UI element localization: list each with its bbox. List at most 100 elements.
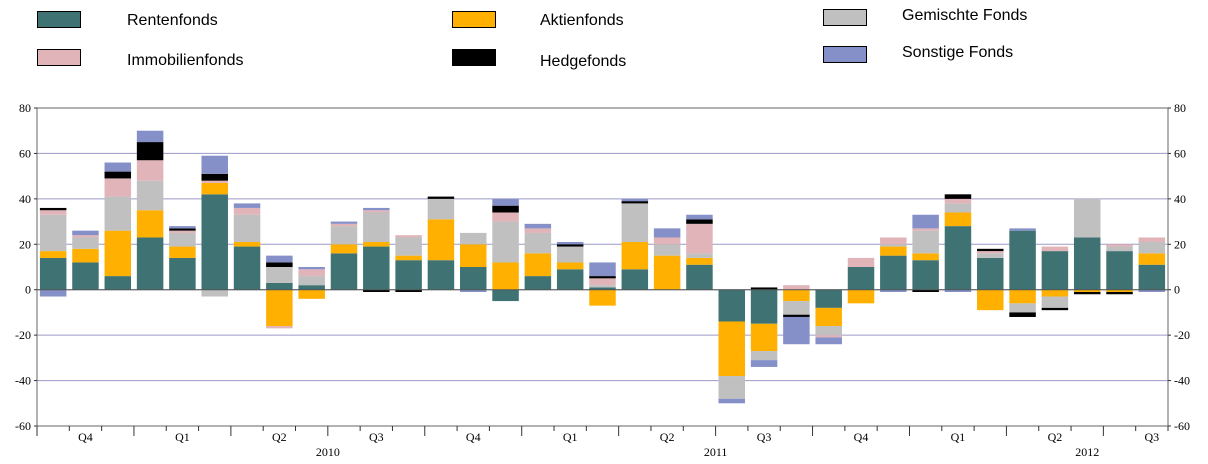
quarter-label-3: Q3: [369, 430, 384, 444]
legend-swatch-sonstige-fonds: [823, 46, 867, 63]
bar-aktienfonds-22: [750, 323, 778, 352]
bar-sonstige-fonds-28: [944, 289, 972, 292]
bar-aktienfonds-18: [621, 242, 649, 270]
bar-gemischte-fonds-19: [653, 244, 681, 256]
bar-gemischte-fonds-24: [815, 326, 842, 336]
quarter-label-4: Q4: [466, 430, 481, 444]
year-label-2: 2012: [1075, 445, 1099, 459]
bar-gemischte-fonds-10: [363, 212, 390, 243]
bar-aktienfonds-29: [977, 289, 1004, 311]
bar-aktienfonds-1: [72, 248, 99, 263]
bar-hedgefonds-11: [395, 289, 422, 292]
bar-gemischte-fonds-8: [298, 276, 325, 286]
bar-rentenfonds-34: [1138, 264, 1166, 290]
bar-immobilienfonds-33: [1106, 244, 1133, 247]
bar-rentenfonds-21: [718, 289, 746, 322]
bar-aktienfonds-21: [718, 321, 746, 377]
bar-rentenfonds-27: [912, 260, 939, 290]
bar-rentenfonds-18: [621, 269, 649, 290]
bar-rentenfonds-9: [330, 253, 358, 290]
bar-rentenfonds-33: [1106, 251, 1133, 290]
bar-sonstige-fonds-10: [363, 207, 390, 211]
bar-sonstige-fonds-13: [459, 289, 487, 292]
bar-aktienfonds-27: [912, 253, 939, 261]
bar-immobilienfonds-14: [492, 212, 519, 222]
y-tick-label-left-6: 60: [19, 146, 31, 160]
bar-hedgefonds-18: [621, 201, 649, 204]
bar-sonstige-fonds-2: [104, 162, 132, 172]
bar-hedgefonds-10: [363, 289, 390, 292]
bar-hedgefonds-0: [39, 207, 67, 211]
bar-rentenfonds-31: [1041, 251, 1069, 290]
quarter-label-8: Q4: [854, 430, 869, 444]
legend-label-rentenfonds: Rentenfonds: [127, 12, 218, 29]
bar-gemischte-fonds-13: [459, 232, 487, 245]
bar-hedgefonds-30: [1009, 312, 1036, 317]
bar-sonstige-fonds-0: [39, 289, 67, 297]
bar-sonstige-fonds-3: [136, 130, 164, 143]
y-tick-label-left-7: 80: [19, 101, 31, 115]
bar-gemischte-fonds-17: [589, 285, 616, 288]
bar-rentenfonds-3: [136, 237, 164, 290]
legend-swatch-hedgefonds: [452, 49, 496, 66]
bar-aktienfonds-0: [39, 251, 67, 258]
bar-hedgefonds-7: [266, 262, 293, 267]
bar-immobilienfonds-0: [39, 210, 67, 215]
bar-rentenfonds-1: [72, 262, 99, 290]
bar-gemischte-fonds-14: [492, 221, 519, 263]
y-tick-label-right-0: -60: [1174, 419, 1190, 433]
bar-rentenfonds-17: [589, 287, 616, 290]
bar-aktienfonds-30: [1009, 289, 1036, 304]
bar-immobilienfonds-2: [104, 178, 132, 197]
bar-rentenfonds-12: [427, 260, 455, 290]
legend-label-sonstige-fonds: Sonstige Fonds: [902, 44, 1014, 61]
bar-aktienfonds-11: [395, 255, 422, 261]
bar-sonstige-fonds-23: [783, 316, 810, 345]
bar-aktienfonds-15: [524, 253, 552, 277]
bar-gemischte-fonds-29: [977, 253, 1004, 258]
bar-immobilienfonds-3: [136, 160, 164, 181]
bar-hedgefonds-28: [944, 194, 972, 199]
bar-aktienfonds-12: [427, 219, 455, 261]
bar-sonstige-fonds-30: [1009, 228, 1036, 231]
legend-swatch-gemischte-fonds: [823, 9, 867, 26]
bar-immobilienfonds-9: [330, 223, 358, 227]
bar-gemischte-fonds-5: [201, 289, 228, 297]
legend-label-immobilienfonds: Immobilienfonds: [127, 52, 244, 69]
year-label-0: 2010: [316, 445, 340, 459]
bar-immobilienfonds-28: [944, 198, 972, 204]
bar-sonstige-fonds-27: [912, 214, 939, 229]
bar-aktienfonds-25: [847, 289, 875, 304]
bar-gemischte-fonds-34: [1138, 242, 1166, 254]
y-tick-label-left-3: 0: [25, 283, 31, 297]
quarter-label-5: Q1: [563, 430, 578, 444]
legend-label-gemischte-fonds: Gemischte Fonds: [902, 7, 1028, 24]
bar-gemischte-fonds-2: [104, 196, 132, 231]
bar-aktienfonds-7: [266, 289, 293, 327]
bar-hedgefonds-12: [427, 196, 455, 199]
bar-gemischte-fonds-31: [1041, 296, 1069, 308]
year-label-1: 2011: [704, 445, 728, 459]
bar-sonstige-fonds-14: [492, 198, 519, 206]
bar-aktienfonds-31: [1041, 289, 1069, 297]
bar-aktienfonds-3: [136, 210, 164, 238]
y-tick-label-left-5: 40: [19, 192, 31, 206]
quarter-label-0: Q4: [78, 430, 93, 444]
bar-gemischte-fonds-27: [912, 230, 939, 254]
bar-gemischte-fonds-33: [1106, 246, 1133, 252]
bar-gemischte-fonds-0: [39, 214, 67, 252]
bar-aktienfonds-24: [815, 307, 842, 327]
bar-aktienfonds-23: [783, 289, 810, 302]
quarter-label-6: Q2: [660, 430, 675, 444]
bar-rentenfonds-4: [169, 257, 196, 290]
bar-sonstige-fonds-19: [653, 228, 681, 238]
bar-immobilienfonds-8: [298, 269, 325, 277]
bar-sonstige-fonds-1: [72, 230, 99, 236]
bar-immobilienfonds-31: [1041, 246, 1069, 252]
bar-rentenfonds-10: [363, 246, 390, 290]
bar-immobilienfonds-24: [815, 335, 842, 338]
bar-gemischte-fonds-4: [169, 232, 196, 247]
legend-label-hedgefonds: Hedgefonds: [540, 53, 627, 70]
bar-aktienfonds-17: [589, 289, 616, 306]
bar-immobilienfonds-6: [233, 207, 261, 215]
